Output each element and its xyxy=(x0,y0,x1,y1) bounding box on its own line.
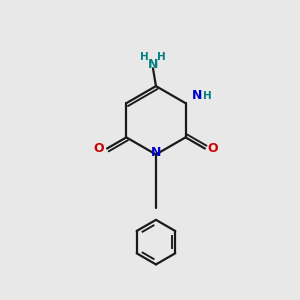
Text: N: N xyxy=(148,58,158,71)
Text: H: H xyxy=(140,52,149,62)
Text: H: H xyxy=(203,91,212,101)
Text: N: N xyxy=(192,89,202,102)
Text: O: O xyxy=(208,142,218,155)
Text: O: O xyxy=(93,142,104,155)
Text: H: H xyxy=(157,52,166,62)
Text: N: N xyxy=(151,146,161,159)
